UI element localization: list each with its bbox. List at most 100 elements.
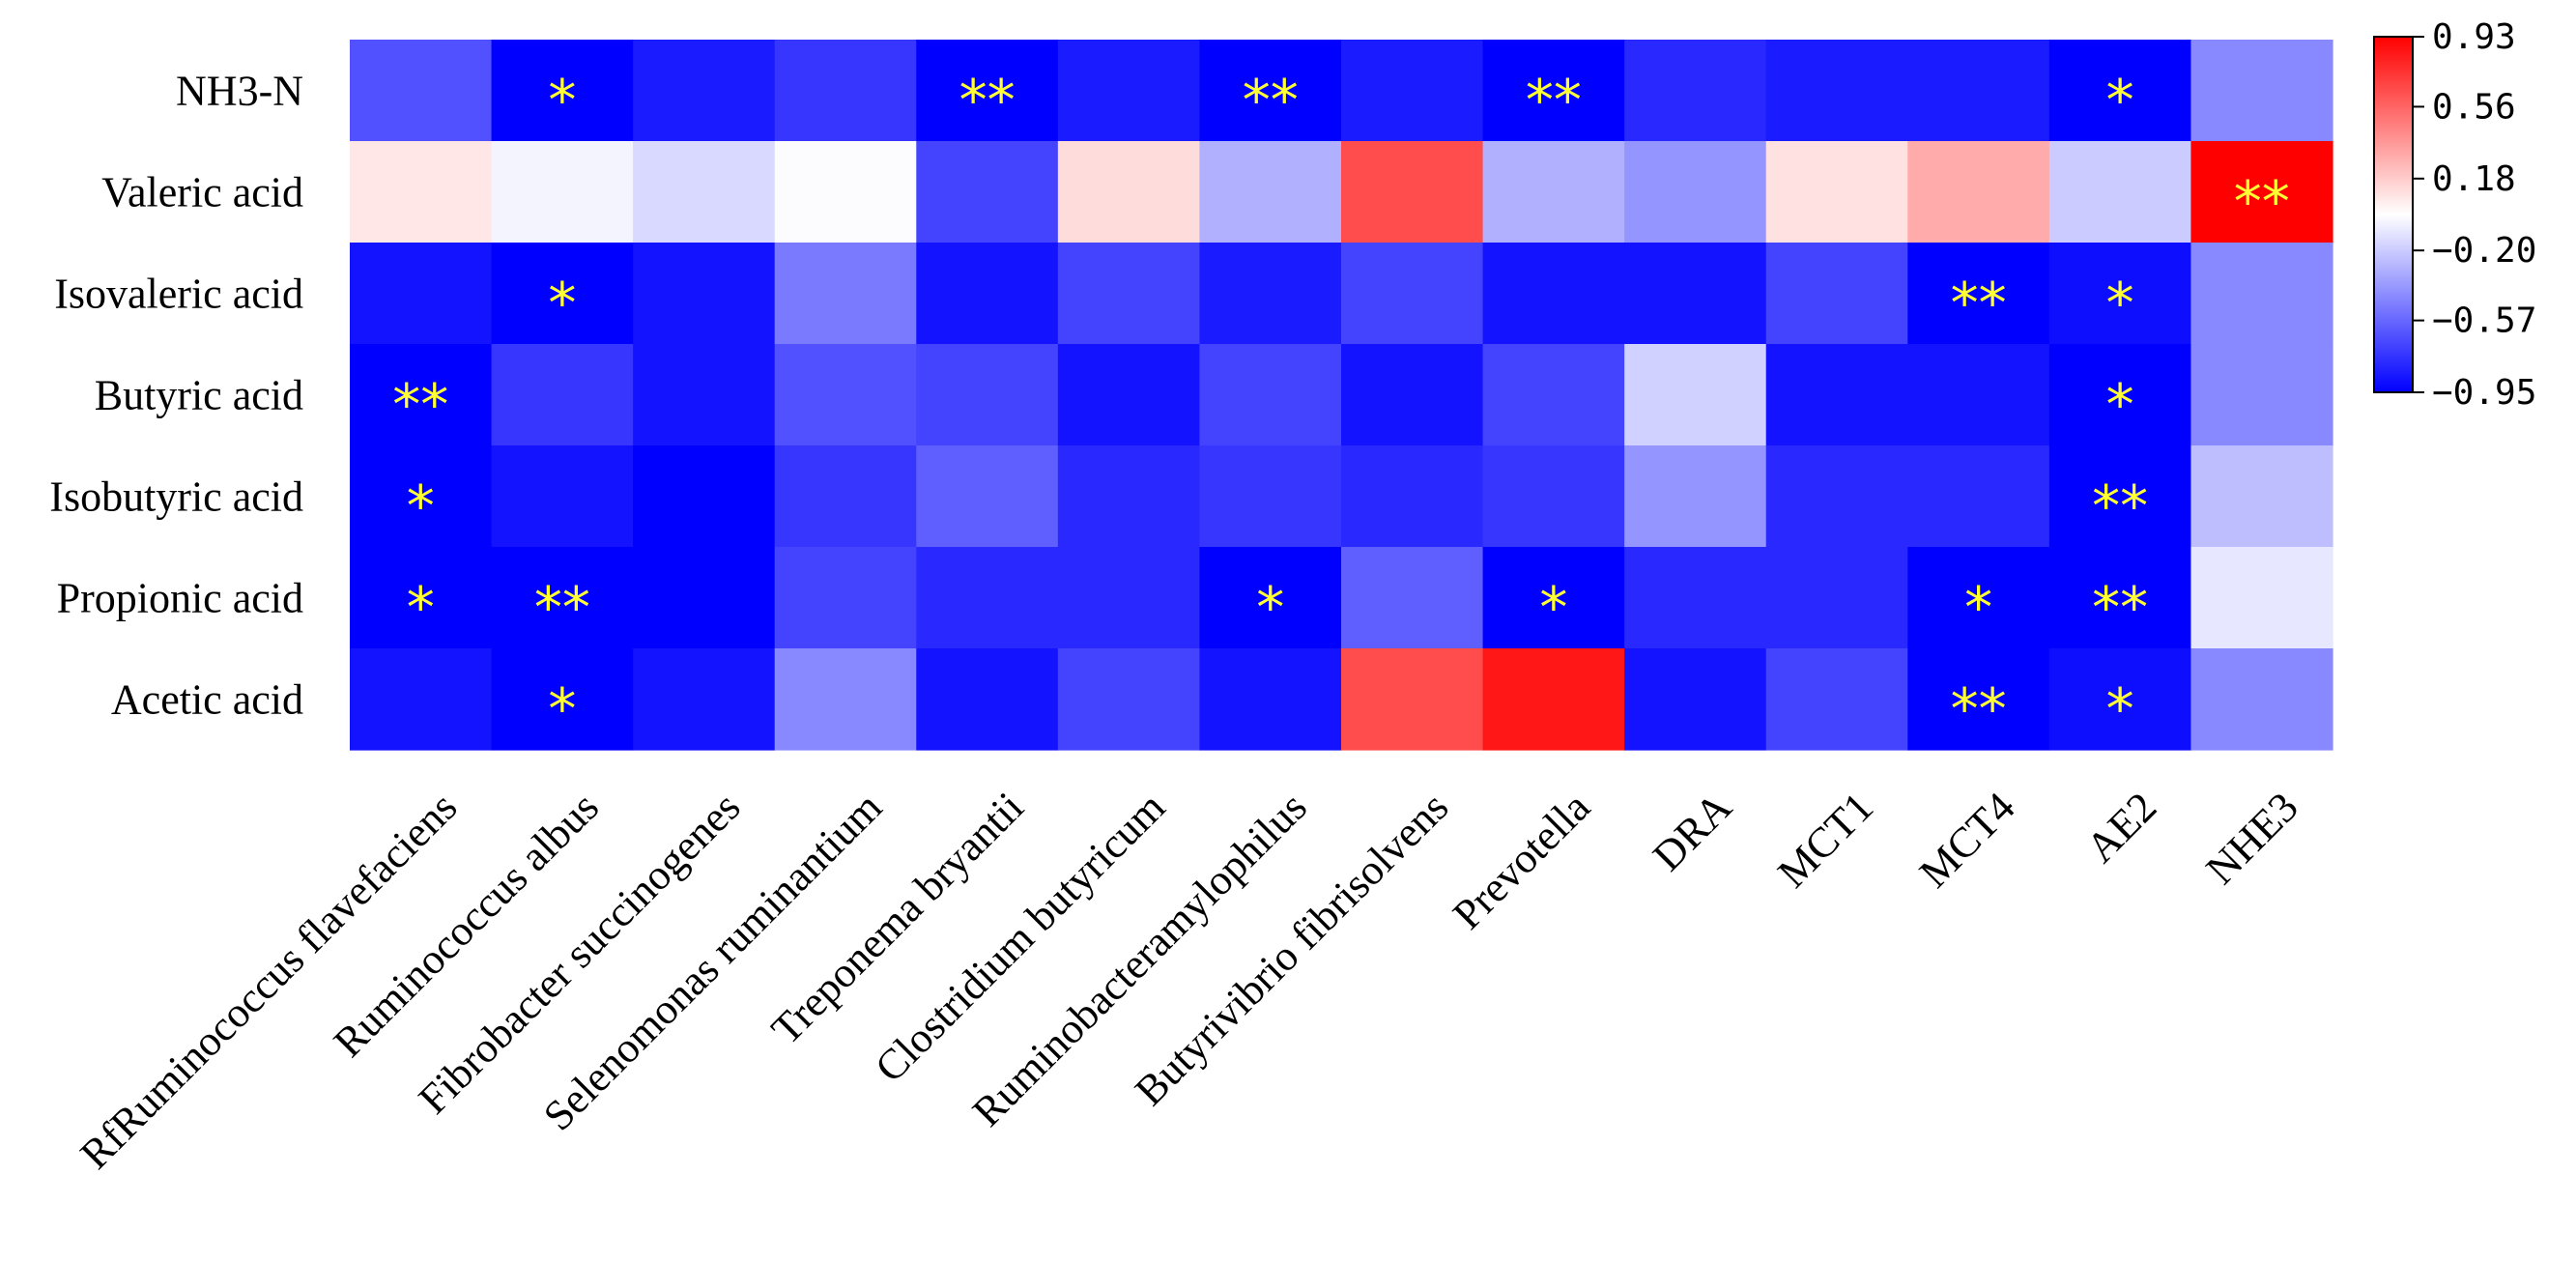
heatmap-cell-r1-c9 xyxy=(1624,141,1767,244)
heatmap-cell-r3-c7 xyxy=(1341,344,1484,446)
heatmap-cell-r2-c9 xyxy=(1624,243,1767,345)
heatmap-cell-r3-c2 xyxy=(633,344,776,446)
heatmap-cell-r0-c10 xyxy=(1765,40,1908,142)
heatmap-cell-r6-c9 xyxy=(1624,648,1767,751)
heatmap-cell-r2-c12 xyxy=(2048,243,2192,345)
heatmap-cell-r1-c6 xyxy=(1199,141,1342,244)
heatmap-cell-r6-c2 xyxy=(633,648,776,751)
heatmap-cell-r2-c8 xyxy=(1482,243,1625,345)
column-label: MCT4 xyxy=(1910,783,2024,897)
heatmap-cell-r6-c12 xyxy=(2048,648,2192,751)
heatmap-cell-r5-c8 xyxy=(1482,547,1625,649)
heatmap-cell-r6-c1 xyxy=(491,648,634,751)
heatmap-cell-r5-c10 xyxy=(1765,547,1908,649)
colorbar-tick-label: −0.20 xyxy=(2432,231,2536,271)
column-label: Prevotella xyxy=(1444,783,1599,938)
heatmap-cell-r2-c1 xyxy=(491,243,634,345)
significance-marker-r2-c11: ** xyxy=(1951,271,2007,336)
heatmap-cell-r3-c10 xyxy=(1765,344,1908,446)
heatmap-cell-r0-c0 xyxy=(350,40,493,142)
heatmap-cell-r5-c2 xyxy=(633,547,776,649)
significance-marker-r2-c1: * xyxy=(548,271,576,336)
heatmap-cell-r6-c0 xyxy=(350,648,493,751)
heatmap-cell-r4-c2 xyxy=(633,445,776,548)
heatmap-cell-r0-c8 xyxy=(1482,40,1625,142)
heatmap-cell-r2-c4 xyxy=(916,243,1059,345)
significance-marker-r5-c1: ** xyxy=(534,575,590,641)
heatmap-cell-r1-c11 xyxy=(1907,141,2050,244)
significance-marker-r6-c12: * xyxy=(2106,676,2134,742)
heatmap-cell-r1-c12 xyxy=(2048,141,2192,244)
row-label: Butyric acid xyxy=(95,372,303,419)
heatmap-cell-r4-c7 xyxy=(1341,445,1484,548)
heatmap-cell-r5-c7 xyxy=(1341,547,1484,649)
row-label: Propionic acid xyxy=(57,575,303,622)
heatmap-cell-r3-c9 xyxy=(1624,344,1767,446)
heatmap-cell-r2-c10 xyxy=(1765,243,1908,345)
colorbar-tick-label: 0.93 xyxy=(2432,17,2516,57)
colorbar: 0.93 0.56 0.18 −0.20 −0.57 −0.95 xyxy=(2373,17,2536,413)
significance-marker-r2-c12: * xyxy=(2106,271,2134,336)
heatmap-cell-r1-c1 xyxy=(491,141,634,244)
significance-marker-r5-c12: ** xyxy=(2092,575,2148,641)
heatmap-cell-r0-c1 xyxy=(491,40,634,142)
significance-marker-r0-c4: ** xyxy=(959,68,1016,133)
heatmap-cell-r2-c3 xyxy=(774,243,917,345)
heatmap-cell-r6-c10 xyxy=(1765,648,1908,751)
heatmap-cell-r3-c12 xyxy=(2048,344,2192,446)
heatmap-cell-r5-c12 xyxy=(2048,547,2192,649)
heatmap-cells xyxy=(350,40,2333,751)
colorbar-gradient xyxy=(2373,36,2414,393)
heatmap-cell-r4-c13 xyxy=(2190,445,2333,548)
column-labels: RfRuminococcus flavefaciensRuminococcus … xyxy=(72,783,2307,1178)
heatmap-cell-r5-c5 xyxy=(1057,547,1201,649)
heatmap-cell-r4-c12 xyxy=(2048,445,2192,548)
column-label: Treponema bryantii xyxy=(762,783,1033,1053)
row-label: Isobutyric acid xyxy=(49,473,303,521)
heatmap-cell-r2-c5 xyxy=(1057,243,1201,345)
heatmap-cell-r2-c6 xyxy=(1199,243,1342,345)
heatmap-cell-r5-c1 xyxy=(491,547,634,649)
heatmap-cell-r6-c5 xyxy=(1057,648,1201,751)
heatmap-cell-r2-c11 xyxy=(1907,243,2050,345)
significance-marker-r0-c6: ** xyxy=(1243,68,1299,133)
significance-marker-r0-c1: * xyxy=(548,68,576,133)
row-labels: NH3-N Valeric acid Isovaleric acid Butyric … xyxy=(49,68,303,724)
row-label: NH3-N xyxy=(176,68,303,115)
significance-marker-r5-c11: * xyxy=(1964,575,1992,641)
heatmap-cell-r4-c9 xyxy=(1624,445,1767,548)
significance-marker-r5-c0: * xyxy=(407,575,435,641)
significance-marker-r4-c0: * xyxy=(407,473,435,539)
heatmap-cell-r0-c3 xyxy=(774,40,917,142)
column-label: NHE3 xyxy=(2197,783,2307,893)
heatmap-cell-r3-c1 xyxy=(491,344,634,446)
heatmap-cell-r3-c6 xyxy=(1199,344,1342,446)
heatmap-cell-r4-c5 xyxy=(1057,445,1201,548)
heatmap-cell-r6-c3 xyxy=(774,648,917,751)
heatmap-cell-r5-c11 xyxy=(1907,547,2050,649)
heatmap-cell-r3-c0 xyxy=(350,344,493,446)
colorbar-tick-label: −0.57 xyxy=(2432,301,2536,341)
significance-marker-r4-c12: ** xyxy=(2092,473,2148,539)
heatmap-cell-r5-c9 xyxy=(1624,547,1767,649)
significance-marker-r5-c8: * xyxy=(1539,575,1567,641)
significance-marker-r0-c8: ** xyxy=(1526,68,1582,133)
heatmap-cell-r5-c13 xyxy=(2190,547,2333,649)
significance-marker-r3-c0: ** xyxy=(392,372,448,438)
heatmap-cell-r1-c10 xyxy=(1765,141,1908,244)
heatmap-cell-r3-c3 xyxy=(774,344,917,446)
significance-marker-r0-c12: * xyxy=(2106,68,2134,133)
heatmap-cell-r1-c4 xyxy=(916,141,1059,244)
heatmap-cell-r2-c0 xyxy=(350,243,493,345)
heatmap-cell-r4-c8 xyxy=(1482,445,1625,548)
heatmap-cell-r6-c8 xyxy=(1482,648,1625,751)
heatmap-cell-r4-c4 xyxy=(916,445,1059,548)
heatmap-cell-r0-c7 xyxy=(1341,40,1484,142)
heatmap-cell-r3-c8 xyxy=(1482,344,1625,446)
column-label: MCT1 xyxy=(1768,783,1882,897)
heatmap-cell-r4-c6 xyxy=(1199,445,1342,548)
column-label: Ruminococcus albus xyxy=(325,783,608,1066)
heatmap-cell-r1-c3 xyxy=(774,141,917,244)
heatmap-cell-r6-c11 xyxy=(1907,648,2050,751)
